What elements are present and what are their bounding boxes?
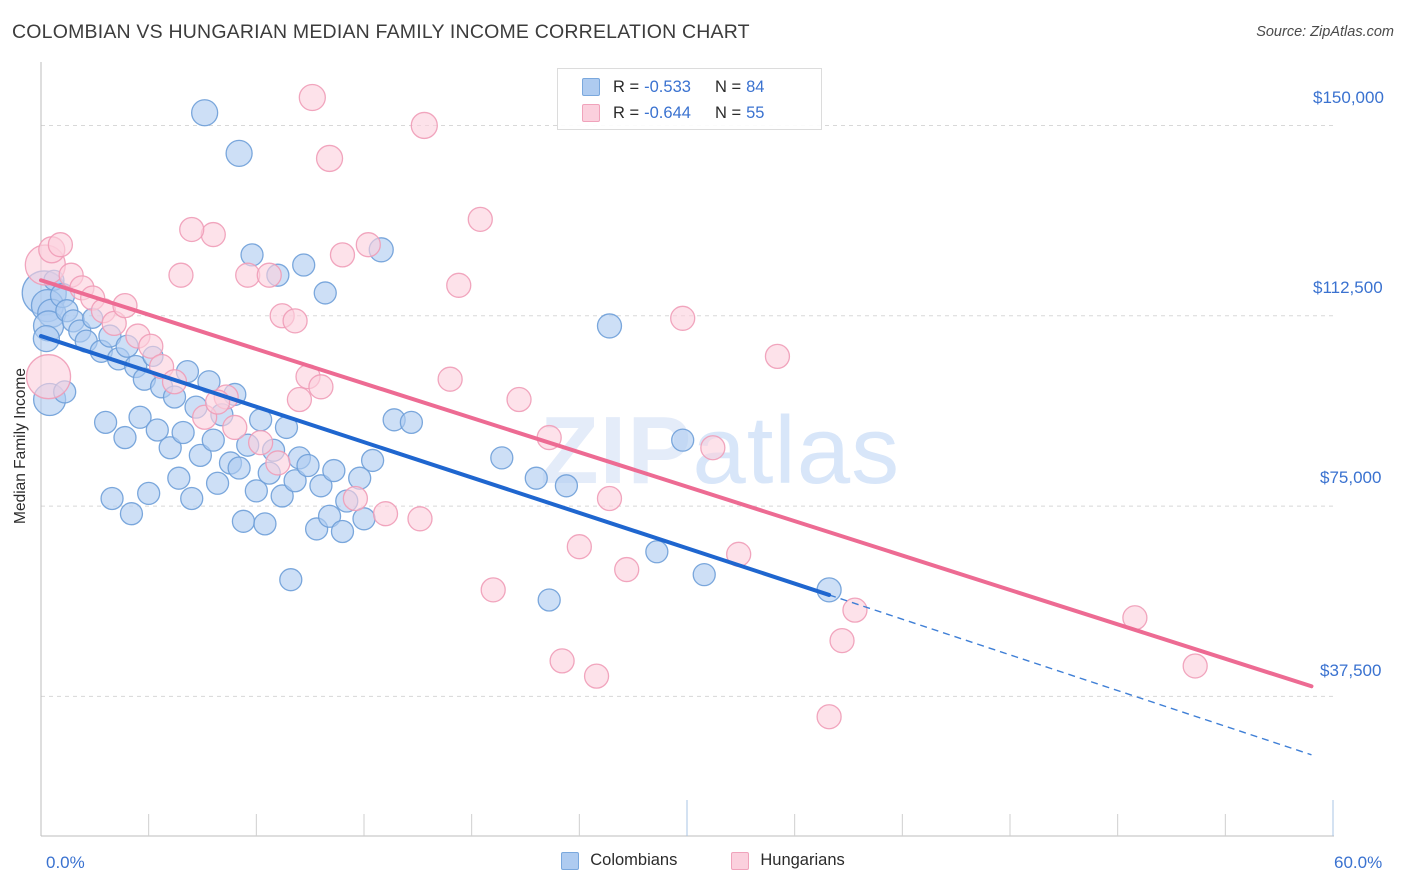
r-label-colombians: R = (613, 77, 640, 96)
x-tick-label-min: 0.0% (46, 853, 85, 872)
n-value-hungarians: 55 (746, 103, 765, 122)
series-swatch-hungarians (731, 851, 750, 870)
trendline-colombians (39, 334, 832, 597)
x-tick-label-max: 60.0% (1334, 853, 1383, 872)
legend-item-hungarians[interactable]: Hungarians (731, 851, 845, 870)
series-swatch-colombians (561, 851, 580, 870)
n-label-hungarians: N = (714, 103, 742, 122)
n-value-colombians: 84 (746, 77, 765, 96)
trendline-hungarians (39, 278, 1314, 689)
series-points-hungarians (24, 83, 1208, 730)
series-points-colombians (21, 99, 842, 612)
series-label-colombians: Colombians (590, 851, 678, 869)
y-tick-label-150000: $150,000 (1313, 88, 1384, 107)
n-label-colombians: N = (714, 77, 742, 96)
legend-item-colombians[interactable]: Colombians (561, 851, 677, 870)
page-title: COLOMBIAN VS HUNGARIAN MEDIAN FAMILY INC… (12, 21, 750, 43)
source-attribution: Source: ZipAtlas.com (1256, 24, 1394, 40)
trendline-extension-colombians (828, 594, 1312, 756)
stats-row-hungarians: R = -0.644 N = 55 (582, 100, 821, 126)
y-tick-label-37500: $37,500 (1320, 661, 1382, 680)
series-label-hungarians: Hungarians (760, 851, 845, 869)
correlation-stats-legend: R = -0.533 N = 84 R = -0.644 N = 55 (557, 68, 822, 130)
legend-swatch-hungarians (582, 104, 600, 122)
stats-row-colombians: R = -0.533 N = 84 (582, 74, 821, 100)
r-value-hungarians: -0.644 (644, 103, 691, 122)
r-label-hungarians: R = (613, 103, 640, 122)
y-tick-label-75000: $75,000 (1320, 468, 1382, 487)
r-value-colombians: -0.533 (644, 77, 691, 96)
y-tick-label-112500: $112,500 (1313, 278, 1383, 297)
legend-swatch-colombians (582, 78, 600, 96)
series-legend: Colombians Hungarians (0, 851, 1406, 870)
